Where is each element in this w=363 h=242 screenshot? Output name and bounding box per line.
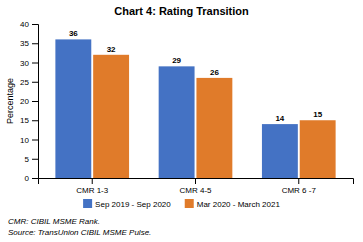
y-tick: 5 [25,155,38,164]
y-tick-label: 15 [20,116,29,125]
legend-label: Mar 2020 - March 2021 [197,200,281,209]
data-label: 15 [313,110,322,119]
chart: 0 5 10 15 20 25 30 35 40 CMR 1-3 CMR 4-5 CMR 6 -7 36… [0,0,363,242]
y-tick-label: 20 [20,97,29,106]
bars [55,39,335,178]
y-tick: 15 [20,116,38,125]
legend: Sep 2019 - Sep 2020 Mar 2020 - March 2021 [83,199,280,209]
y-tick: 10 [20,136,38,145]
plot: 0 5 10 15 20 25 30 35 40 CMR 1-3 CMR 4-5 CMR 6 -7 36… [20,20,353,195]
x-tick: CMR 1-3 [76,178,109,195]
x-tick-mark [195,178,196,184]
x-tick: CMR 6 -7 [282,178,317,195]
data-label: 14 [275,114,284,123]
y-tick-label: 30 [20,59,29,68]
footnote: Source: TransUnion CIBIL MSME Pulse. [8,228,151,237]
y-tick-label: 25 [20,78,29,87]
legend-swatch [83,199,92,208]
y-tick: 40 [20,20,38,29]
y-tick: 30 [20,59,38,68]
y-tick-mark [32,120,38,121]
legend-swatch [185,199,194,208]
x-tick-label: CMR 6 -7 [282,186,317,195]
y-tick: 25 [20,78,38,87]
x-tick-label: CMR 1-3 [76,186,109,195]
y-axis-title: Percentage [5,78,15,124]
x-tick: CMR 4-5 [179,178,212,195]
x-axis: CMR 1-3 CMR 4-5 CMR 6 -7 [39,178,354,195]
y-tick: 35 [20,39,38,48]
data-labels: 36 29 14 32 26 15 [69,29,323,123]
x-tick-label: CMR 4-5 [179,186,212,195]
y-tick-mark [32,178,38,179]
y-tick-mark [32,82,38,83]
data-label: 29 [172,56,181,65]
y-tick: 20 [20,97,38,106]
legend-item: Mar 2020 - March 2021 [185,199,281,209]
bar [262,124,298,178]
data-label: 32 [107,45,116,54]
y-tick-label: 40 [20,20,29,29]
y-tick-label: 0 [25,174,30,183]
y-tick-mark [32,24,38,25]
y-tick-mark [32,159,38,160]
x-axis-line [39,179,354,185]
x-tick-mark [92,178,93,184]
bar [93,55,129,178]
y-axis: 0 5 10 15 20 25 30 35 40 [20,20,38,183]
title: Chart 4: Rating Transition [114,5,249,17]
bar [159,66,195,178]
y-tick-mark [32,140,38,141]
y-tick-mark [32,63,38,64]
legend-label: Sep 2019 - Sep 2020 [95,200,171,209]
footnote: CMR: CIBIL MSME Rank. [8,217,100,226]
bar [196,78,232,178]
y-tick-mark [32,43,38,44]
bar [300,120,336,178]
y-tick-label: 35 [20,39,29,48]
y-tick: 0 [25,174,38,183]
data-label: 36 [69,29,78,38]
x-tick-mark [298,178,299,184]
legend-item: Sep 2019 - Sep 2020 [83,199,171,209]
y-tick-label: 5 [25,155,30,164]
y-tick-label: 10 [20,136,29,145]
data-label: 26 [210,68,219,77]
y-tick-mark [32,101,38,102]
y-axis-line [32,25,39,179]
bar [55,39,91,178]
